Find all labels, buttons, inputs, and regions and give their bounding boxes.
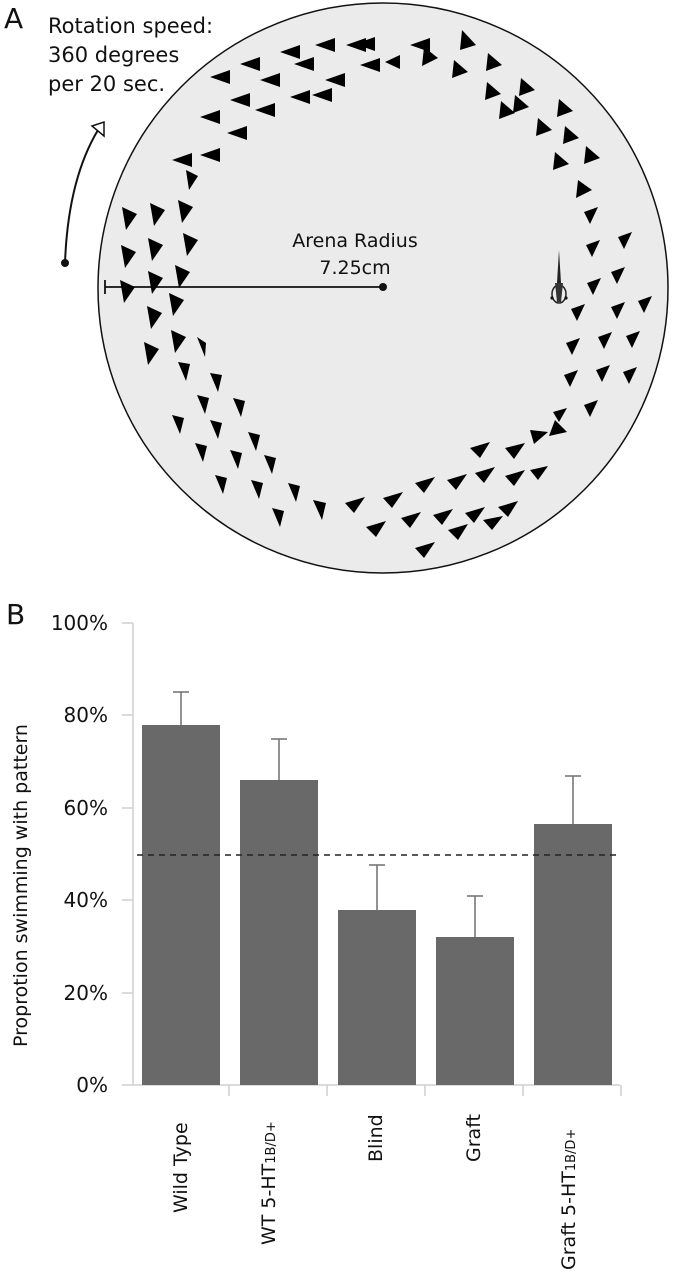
x-label-blind: Blind [365,1114,387,1162]
arena-diagram [61,2,669,574]
y-tick-80: 80% [63,703,108,727]
error-bars [173,691,581,937]
y-axis-label: Proprotion swimming with pattern [10,724,32,1047]
bar-wild-type [142,725,220,1085]
y-tick-20: 20% [63,981,108,1005]
y-axis-ticks [122,622,133,1086]
triangle-pattern [120,30,652,558]
y-tick-60: 60% [63,796,108,820]
x-label-graft-5ht: Graft 5-HT1B/D+ [558,1129,580,1270]
panel-b-letter: B [6,598,26,631]
bars [142,725,612,1085]
bar-wt-5ht [240,780,318,1085]
x-label-sub: 1B/D+ [564,1128,579,1172]
rotation-arrow-icon [61,120,105,267]
y-tick-100: 100% [50,611,108,635]
bar-graft-5ht [534,824,612,1085]
rotation-line-2: 360 degrees [48,43,180,67]
panel-a-letter: A [4,2,24,35]
y-tick-0: 0% [76,1073,108,1097]
rotation-line-3: per 20 sec. [48,72,166,96]
bar-graft [436,937,514,1085]
bar-blind [338,910,416,1085]
x-label-main: Wild Type [170,1122,192,1213]
x-label-graft: Graft [463,1114,485,1162]
x-label-main: Blind [365,1114,387,1162]
y-tick-40: 40% [63,888,108,912]
x-label-main: WT 5-HT [258,1163,280,1245]
x-label-wt-5ht: WT 5-HT1B/D+ [258,1121,280,1245]
arena-radius-value: 7.25cm [319,257,391,279]
x-label-sub: 1B/D+ [264,1121,279,1164]
rotation-line-1: Rotation speed: [48,14,214,38]
x-label-main: Graft 5-HT [558,1171,580,1270]
fish-icon [550,250,568,304]
rotation-speed-label: Rotation speed: 360 degrees per 20 sec. [48,12,213,99]
x-label-main: Graft [463,1114,485,1162]
x-label-wild-type: Wild Type [170,1122,192,1213]
x-axis-ticks [228,1085,622,1096]
arena-radius-label: Arena Radius 7.25cm [280,228,430,282]
arena-radius-title: Arena Radius [292,230,418,252]
